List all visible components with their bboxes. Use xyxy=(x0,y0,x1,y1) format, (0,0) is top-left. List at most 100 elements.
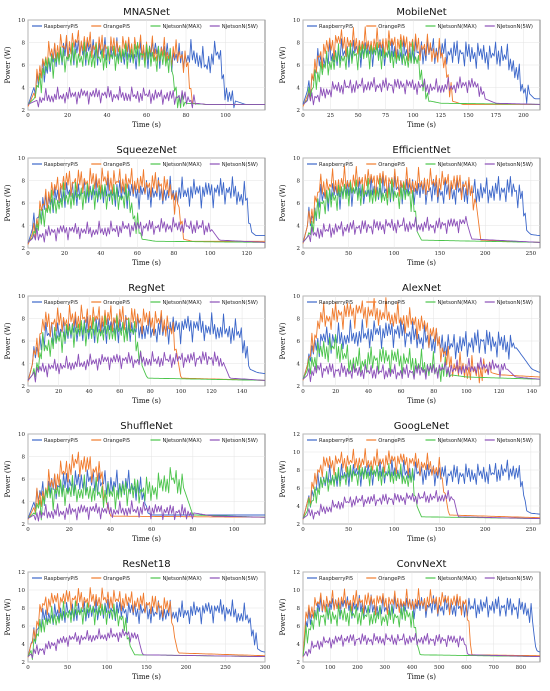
legend-label-njetsonn-max: NJetsonN(MAX) xyxy=(438,300,477,306)
y-tick-label: 8 xyxy=(22,455,26,461)
x-tick-label: 40 xyxy=(365,389,372,395)
chart-title: ResNet18 xyxy=(122,559,170,570)
chart-svg-resnet18: 0 50 100 150 200 250 300 2 4 6 8 10 12 RaspberryPi5 Or… xyxy=(4,559,271,681)
y-tick-label: 10 xyxy=(293,294,300,300)
x-tick-label: 50 xyxy=(345,251,352,257)
chart-panel-mobilenet: 0 25 50 75 100 125 150 175 200 2 4 6 8 10 RaspberryPi5… xyxy=(275,0,550,138)
chart-svg-convnext: 0 100 200 300 400 500 600 700 800 2 4 6 8 10 12 Raspber… xyxy=(279,559,541,681)
y-axis-label: Power (W) xyxy=(4,598,12,635)
y-tick-label: 8 xyxy=(22,317,26,323)
y-axis-label: Power (W) xyxy=(279,460,287,497)
series-line-orangepi5 xyxy=(302,26,540,107)
chart-title: MobileNet xyxy=(396,7,446,18)
x-tick-label: 200 xyxy=(352,665,363,671)
y-tick-label: 8 xyxy=(297,317,301,323)
x-tick-label: 60 xyxy=(398,389,405,395)
x-tick-label: 200 xyxy=(518,113,529,119)
chart-panel-squeezenet: 0 20 40 60 80 100 120 2 4 6 8 10 RaspberryPi5 OrangeP… xyxy=(0,138,275,276)
legend-label-njetsonn-5w: NJetsonN(5W) xyxy=(222,162,258,168)
y-tick-label: 2 xyxy=(297,246,301,252)
series-line-raspberrypi5 xyxy=(302,319,541,380)
y-tick-label: 2 xyxy=(297,384,301,390)
y-tick-label: 4 xyxy=(297,642,301,648)
legend-label-njetsonn-max: NJetsonN(MAX) xyxy=(163,24,202,30)
y-tick-label: 8 xyxy=(22,41,26,47)
chart-svg-shufflenet: 0 20 40 60 80 100 2 4 6 8 10 RaspberryPi5 OrangePi5 N… xyxy=(4,421,266,543)
series-line-njetsonn-5w xyxy=(302,357,541,383)
y-tick-label: 4 xyxy=(22,224,26,230)
y-tick-label: 6 xyxy=(22,201,26,207)
x-tick-label: 120 xyxy=(242,251,253,257)
plot-frame xyxy=(302,433,541,525)
x-axis-label: Time (s) xyxy=(132,673,161,681)
y-tick-label: 4 xyxy=(22,500,26,506)
chart-panel-resnet18: 0 50 100 150 200 250 300 2 4 6 8 10 12 RaspberryPi5 Or… xyxy=(0,552,275,690)
x-tick-label: 200 xyxy=(480,527,491,533)
y-tick-label: 2 xyxy=(297,522,301,528)
x-tick-label: 250 xyxy=(526,527,537,533)
y-tick-label: 12 xyxy=(293,570,300,576)
x-tick-label: 140 xyxy=(237,389,248,395)
y-tick-label: 12 xyxy=(18,570,25,576)
y-tick-label: 4 xyxy=(297,504,301,510)
x-tick-label: 50 xyxy=(355,113,362,119)
series-line-raspberrypi5 xyxy=(27,175,265,244)
legend-label-njetsonn-5w: NJetsonN(5W) xyxy=(222,438,258,444)
chart-svg-efficientnet: 0 50 100 150 200 250 2 4 6 8 10 RaspberryPi5 OrangeP… xyxy=(279,145,541,267)
x-tick-label: 400 xyxy=(407,665,418,671)
x-tick-label: 250 xyxy=(526,251,537,257)
x-tick-label: 80 xyxy=(183,113,190,119)
x-tick-label: 100 xyxy=(408,113,419,119)
x-tick-label: 500 xyxy=(434,665,445,671)
chart-svg-squeezenet: 0 20 40 60 80 100 120 2 4 6 8 10 RaspberryPi5 OrangeP… xyxy=(4,145,266,267)
y-tick-label: 2 xyxy=(22,522,26,528)
legend-label-orangepi5: OrangePi5 xyxy=(378,576,405,582)
x-tick-label: 300 xyxy=(260,665,271,671)
y-tick-label: 2 xyxy=(22,660,26,666)
x-axis-label: Time (s) xyxy=(407,673,436,681)
x-tick-label: 120 xyxy=(206,389,217,395)
series-line-njetsonn-5w xyxy=(27,627,265,659)
legend-label-raspberrypi5: RaspberryPi5 xyxy=(44,576,78,582)
x-tick-label: 100 xyxy=(205,251,216,257)
series-line-raspberrypi5 xyxy=(302,38,540,105)
legend-label-orangepi5: OrangePi5 xyxy=(103,438,130,444)
legend-label-njetsonn-5w: NJetsonN(5W) xyxy=(222,24,258,30)
x-tick-label: 0 xyxy=(26,251,30,257)
legend-label-njetsonn-max: NJetsonN(MAX) xyxy=(163,576,202,582)
chart-title: AlexNet xyxy=(402,283,441,294)
x-axis-label: Time (s) xyxy=(407,259,436,267)
y-axis-label: Power (W) xyxy=(279,46,287,83)
x-tick-label: 100 xyxy=(102,665,113,671)
x-tick-label: 150 xyxy=(141,665,152,671)
series-line-njetsonn-max xyxy=(27,181,265,243)
plot-frame xyxy=(302,571,541,663)
x-tick-label: 40 xyxy=(107,527,114,533)
y-tick-label: 10 xyxy=(18,432,25,438)
x-tick-label: 600 xyxy=(461,665,472,671)
legend-label-orangepi5: OrangePi5 xyxy=(103,300,130,306)
x-tick-label: 125 xyxy=(436,113,447,119)
chart-title: SqueezeNet xyxy=(116,145,176,156)
y-tick-label: 2 xyxy=(297,108,301,114)
x-tick-label: 300 xyxy=(379,665,390,671)
x-tick-label: 0 xyxy=(26,527,30,533)
x-tick-label: 0 xyxy=(301,389,305,395)
series-line-njetsonn-5w xyxy=(27,217,266,243)
y-tick-label: 10 xyxy=(18,156,25,162)
x-tick-label: 100 xyxy=(389,527,400,533)
y-tick-label: 8 xyxy=(297,41,301,47)
legend-label-njetsonn-5w: NJetsonN(5W) xyxy=(497,162,533,168)
chart-svg-alexnet: 0 20 40 60 80 100 120 140 2 4 6 8 10 RaspberryPi5 Oran… xyxy=(279,283,541,405)
legend-label-njetsonn-max: NJetsonN(MAX) xyxy=(438,162,477,168)
x-tick-label: 0 xyxy=(26,665,30,671)
x-tick-label: 100 xyxy=(229,527,240,533)
x-tick-label: 0 xyxy=(301,527,305,533)
y-tick-label: 10 xyxy=(293,450,300,456)
legend-label-raspberrypi5: RaspberryPi5 xyxy=(319,300,353,306)
chart-svg-googlenet: 0 50 100 150 200 250 2 4 6 8 10 12 RaspberryPi5 Orang… xyxy=(279,421,541,543)
x-tick-label: 175 xyxy=(491,113,502,119)
y-axis-label: Power (W) xyxy=(279,322,287,359)
y-axis-label: Power (W) xyxy=(279,598,287,635)
